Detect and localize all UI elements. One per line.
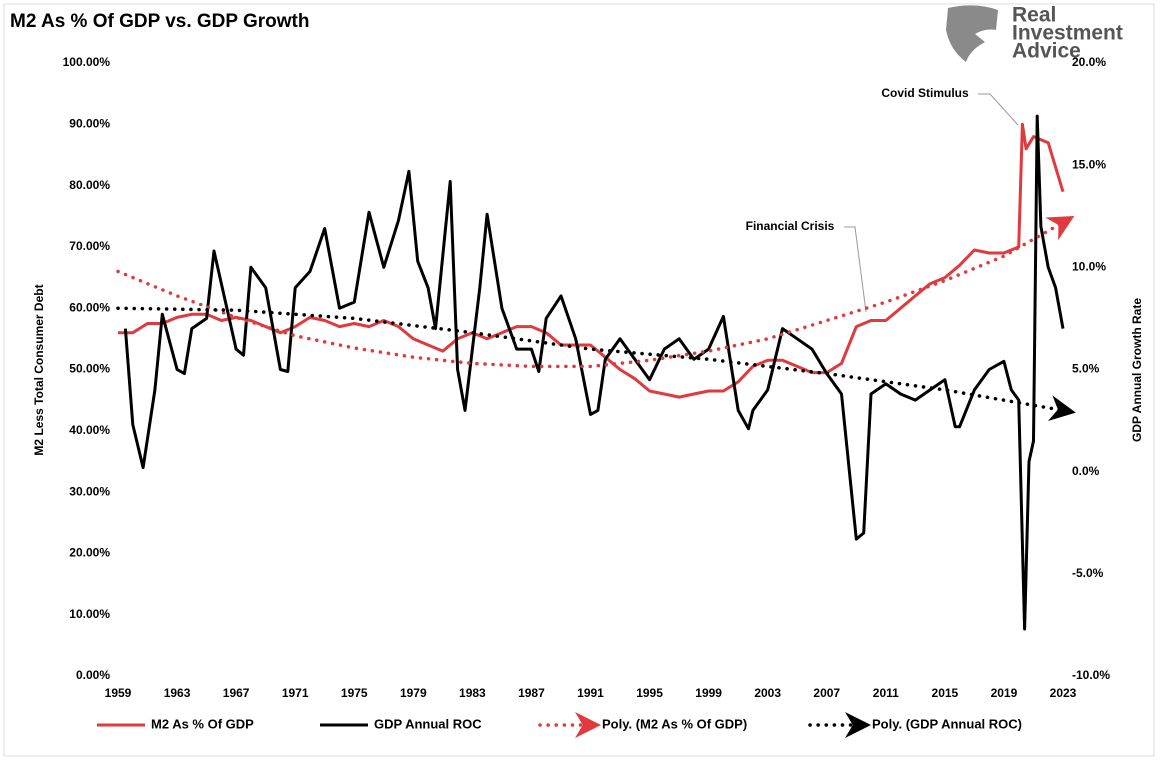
y-tick-label: 60.00%	[69, 300, 110, 314]
y2-tick-label: 20.0%	[1072, 55, 1106, 69]
legend-label: Poly. (GDP Annual ROC)	[872, 716, 1022, 731]
frame	[3, 3, 1155, 757]
x-tick-label: 1999	[695, 686, 722, 700]
legend-label: M2 As % Of GDP	[151, 716, 254, 731]
x-tick-label: 1995	[636, 686, 663, 700]
annotation: Financial Crisis	[746, 219, 835, 233]
y2-tick-label: 0.0%	[1072, 464, 1100, 478]
y-tick-label: 40.00%	[69, 423, 110, 437]
y2-tick-label: 10.0%	[1072, 260, 1106, 274]
x-tick-label: 2003	[754, 686, 781, 700]
x-tick-label: 2007	[813, 686, 840, 700]
annotation-leader	[844, 226, 867, 313]
y2-tick-label: 15.0%	[1072, 157, 1106, 171]
brand-text: Investment	[1012, 22, 1123, 45]
brand-text: Advice	[1012, 40, 1081, 63]
logo-mark	[946, 5, 998, 62]
x-tick-label: 2015	[932, 686, 959, 700]
legend-label: GDP Annual ROC	[374, 716, 482, 731]
x-tick-label: 1983	[459, 686, 486, 700]
legend-label: Poly. (M2 As % Of GDP)	[602, 716, 747, 731]
x-tick-label: 2019	[991, 686, 1018, 700]
x-tick-label: 2011	[873, 686, 899, 700]
y-tick-label: 10.00%	[69, 607, 110, 621]
x-tick-label: 1979	[400, 686, 427, 700]
y-tick-label: 70.00%	[69, 239, 110, 253]
annotation: Covid Stimulus	[881, 86, 969, 100]
y-tick-label: 30.00%	[69, 484, 110, 498]
trend-line	[116, 215, 1075, 369]
x-tick-label: 1963	[164, 686, 191, 700]
x-tick-label: 1991	[577, 686, 604, 700]
y2-tick-label: 5.0%	[1072, 362, 1100, 376]
chart-title: M2 As % Of GDP vs. GDP Growth	[10, 11, 310, 32]
x-tick-label: 1987	[518, 686, 545, 700]
y2-tick-label: -10.0%	[1072, 668, 1110, 682]
x-tick-label: 2023	[1050, 686, 1077, 700]
y-tick-label: 20.00%	[69, 546, 110, 560]
x-tick-label: 1967	[223, 686, 250, 700]
brand-text: Real	[1012, 4, 1056, 27]
y-tick-label: 0.00%	[76, 668, 110, 682]
x-tick-label: 1975	[341, 686, 368, 700]
y-axis-label: M2 Less Total Consumer Debt	[32, 284, 46, 455]
series-line	[123, 114, 1065, 631]
y2-axis-label: GDP Annual Growth Rate	[1130, 298, 1144, 442]
annotation-leader	[978, 93, 1019, 126]
logo: Real Investment Advice	[946, 4, 1123, 63]
y-tick-label: 50.00%	[69, 362, 110, 376]
y-tick-label: 80.00%	[69, 178, 110, 192]
y-tick-label: 90.00%	[69, 116, 110, 130]
x-tick-label: 1971	[282, 686, 309, 700]
x-tick-label: 1959	[105, 686, 132, 700]
y2-tick-label: -5.0%	[1072, 566, 1104, 580]
y-tick-label: 100.00%	[63, 55, 111, 69]
